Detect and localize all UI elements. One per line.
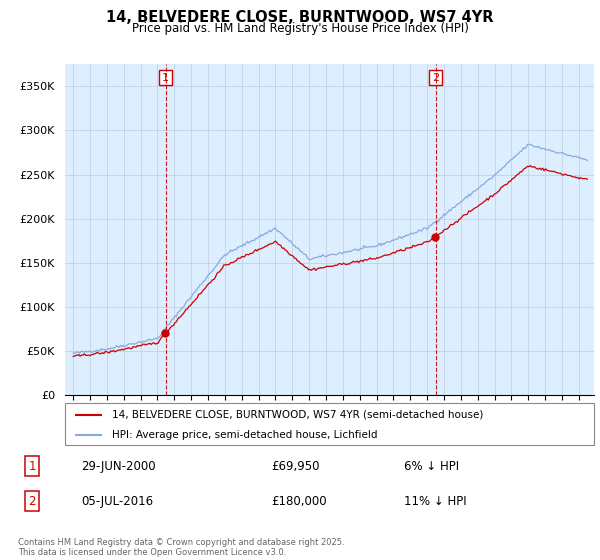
- Text: 2: 2: [28, 494, 36, 508]
- Text: £69,950: £69,950: [271, 460, 320, 473]
- Text: 14, BELVEDERE CLOSE, BURNTWOOD, WS7 4YR (semi-detached house): 14, BELVEDERE CLOSE, BURNTWOOD, WS7 4YR …: [112, 410, 484, 420]
- FancyBboxPatch shape: [65, 403, 594, 445]
- Text: £180,000: £180,000: [271, 494, 327, 508]
- Text: 6% ↓ HPI: 6% ↓ HPI: [404, 460, 459, 473]
- Text: 05-JUL-2016: 05-JUL-2016: [81, 494, 153, 508]
- Text: Contains HM Land Registry data © Crown copyright and database right 2025.
This d: Contains HM Land Registry data © Crown c…: [18, 538, 344, 557]
- Text: Price paid vs. HM Land Registry's House Price Index (HPI): Price paid vs. HM Land Registry's House …: [131, 22, 469, 35]
- Text: HPI: Average price, semi-detached house, Lichfield: HPI: Average price, semi-detached house,…: [112, 430, 378, 440]
- Text: 1: 1: [162, 73, 169, 83]
- Text: 14, BELVEDERE CLOSE, BURNTWOOD, WS7 4YR: 14, BELVEDERE CLOSE, BURNTWOOD, WS7 4YR: [106, 10, 494, 25]
- Text: 29-JUN-2000: 29-JUN-2000: [81, 460, 156, 473]
- Text: 2: 2: [432, 73, 439, 83]
- Text: 1: 1: [28, 460, 36, 473]
- Text: 11% ↓ HPI: 11% ↓ HPI: [404, 494, 466, 508]
